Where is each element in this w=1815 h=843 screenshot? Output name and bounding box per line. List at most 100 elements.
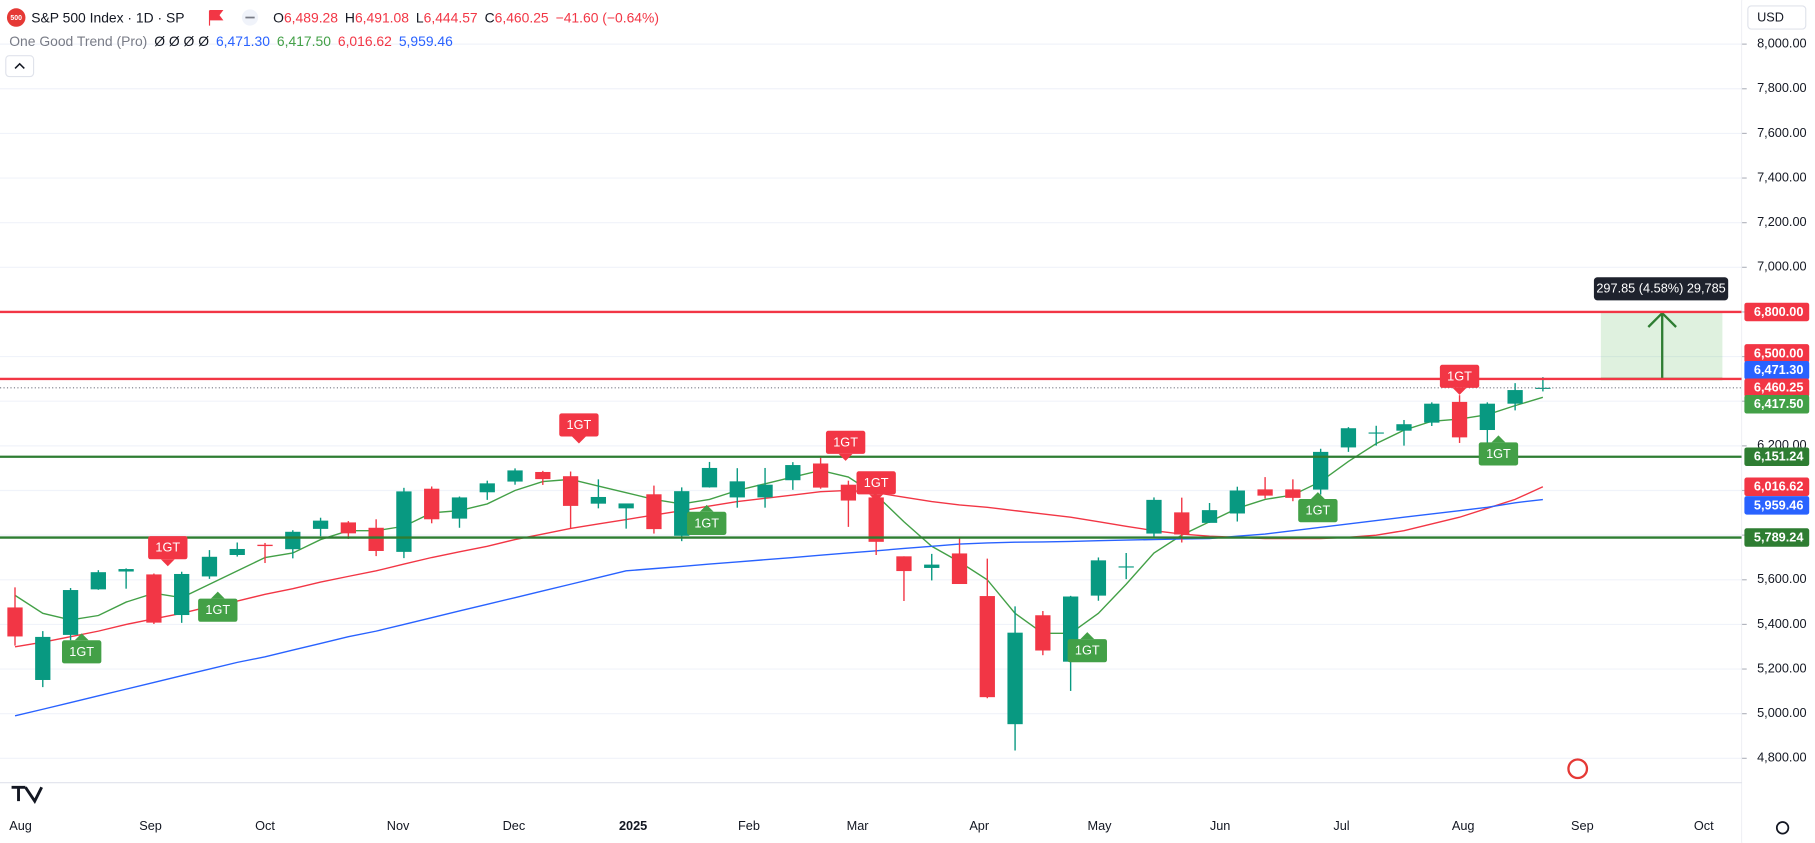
candle-body (812, 463, 829, 488)
x-tick-label: Jun (1210, 818, 1231, 833)
signal-pointer (1310, 492, 1325, 500)
y-tick-label: 8,000.00 (1757, 35, 1807, 50)
event-icon[interactable] (1567, 758, 1589, 780)
candle-body (257, 544, 273, 547)
collapse-glyph (14, 62, 25, 69)
signal-box (559, 413, 599, 437)
candle-body (174, 573, 190, 616)
y-tick-label: 4,800.00 (1757, 750, 1807, 765)
price-label: 6,800.00 (1754, 304, 1804, 319)
price-label-bg (1744, 528, 1810, 547)
signal-label: 1GT (833, 434, 858, 449)
candle-body (1201, 510, 1218, 523)
price-label: 6,417.50 (1754, 396, 1804, 411)
price-label: 6,151.24 (1754, 449, 1804, 464)
candle-body (1090, 560, 1107, 596)
signal-label: 1GT (1447, 368, 1472, 383)
candle-body (118, 569, 134, 572)
currency-button[interactable] (1747, 5, 1807, 30)
x-tick-label: Sep (1571, 818, 1594, 833)
signal-box (148, 536, 188, 560)
y-tick-label: 5,400.00 (1757, 616, 1807, 631)
indicator-value: 6,417.50 (277, 33, 331, 49)
y-tick-label: 5,600.00 (1757, 571, 1807, 586)
price-label: 6,016.62 (1754, 479, 1804, 494)
candle-body (729, 481, 745, 498)
signal-box (825, 430, 866, 454)
candle-body (1257, 489, 1273, 496)
y-tick-label: 7,800.00 (1757, 80, 1807, 95)
candle-body (312, 520, 329, 529)
x-tick-label: Mar (847, 818, 870, 833)
candle-body (590, 496, 607, 504)
signal-pointer (869, 494, 884, 502)
candle-body (396, 491, 412, 552)
signal-box (1439, 364, 1480, 388)
signal-box (1067, 639, 1107, 663)
signal-label: 1GT (864, 475, 889, 490)
candle-body (1340, 428, 1357, 448)
ohlc-line: O6,489.28 H6,491.08 L6,444.57 C6,460.25 −41.… (273, 9, 659, 25)
indicator-settings: Ø Ø Ø Ø (154, 33, 209, 49)
brand-logo (11, 785, 43, 805)
y-tick-label: 5,200.00 (1757, 660, 1807, 675)
candle-body (507, 470, 523, 482)
candle-body (229, 548, 245, 555)
candle-body (896, 556, 912, 572)
x-tick-label: Feb (738, 818, 760, 833)
price-label-bg (1744, 302, 1810, 322)
flag-icon[interactable] (208, 9, 224, 26)
indicator-line: One Good Trend (Pro) Ø Ø Ø Ø 6,471.30 6,417… (9, 33, 453, 49)
candle-body (785, 465, 801, 481)
signal-box (1478, 442, 1519, 466)
signal-pointer (160, 559, 175, 567)
y-tick-label: 7,200.00 (1757, 214, 1807, 229)
price-label: 6,460.25 (1754, 380, 1804, 395)
currency-label: USD (1757, 9, 1784, 24)
signal-box (61, 640, 102, 664)
candle-body (1313, 451, 1329, 490)
candle-body (62, 590, 79, 635)
x-tick-label: Apr (969, 818, 990, 833)
candle-body (1146, 499, 1162, 534)
ohlc-key: O (273, 9, 284, 25)
measure-label: 297.85 (4.58%) 29,785 (1596, 281, 1725, 296)
price-label-bg (1744, 361, 1810, 380)
candle-body (674, 491, 690, 536)
y-tick-label: 7,000.00 (1757, 259, 1807, 274)
signal-pointer (74, 633, 89, 641)
candle-body (201, 556, 218, 577)
logo-glyph: 500 (10, 15, 22, 22)
ohlc-value: 6,460.25 (495, 9, 549, 25)
candle-body (35, 636, 51, 680)
collapse-button[interactable] (5, 55, 35, 78)
ohlc-value: 6,444.57 (424, 9, 478, 25)
signal-pointer (1080, 632, 1095, 640)
price-axis-bg (1742, 0, 1815, 843)
symbol-logo (6, 8, 26, 27)
candle-body (1368, 432, 1384, 434)
candle-body (1229, 490, 1245, 514)
signal-label: 1GT (1075, 643, 1100, 658)
candle-body (1174, 512, 1190, 535)
indicator-value: 5,959.46 (399, 33, 453, 49)
candle-body (1479, 403, 1495, 431)
ohlc-key: L (416, 9, 424, 25)
x-tick-label: Jul (1333, 818, 1349, 833)
signal-label: 1GT (694, 515, 719, 530)
x-tick-label: Oct (1694, 818, 1714, 833)
candle-body (1285, 489, 1301, 498)
candle-body (1507, 390, 1523, 404)
candle-body (535, 471, 551, 480)
settings-button[interactable] (1775, 821, 1790, 835)
x-tick-label: Nov (387, 818, 410, 833)
x-tick-label: May (1088, 818, 1113, 833)
candle-body (618, 503, 634, 509)
candle-body (562, 476, 579, 506)
candle-body (924, 564, 940, 568)
candle-body (757, 484, 773, 498)
candle-body (340, 522, 356, 534)
candle-body (285, 531, 301, 550)
